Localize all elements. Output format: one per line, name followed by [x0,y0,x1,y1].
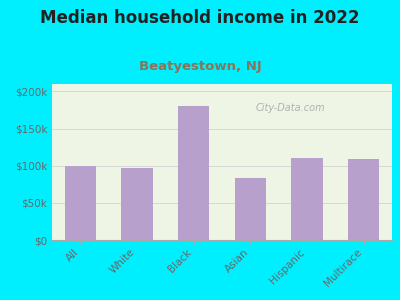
Bar [292,158,322,240]
Bar [348,159,379,240]
Text: Beatyestown, NJ: Beatyestown, NJ [139,60,261,73]
Bar [235,178,266,240]
Text: City-Data.com: City-Data.com [255,103,325,113]
Bar [122,168,152,240]
Text: Median household income in 2022: Median household income in 2022 [40,9,360,27]
Bar [178,106,209,240]
Bar [65,166,96,240]
